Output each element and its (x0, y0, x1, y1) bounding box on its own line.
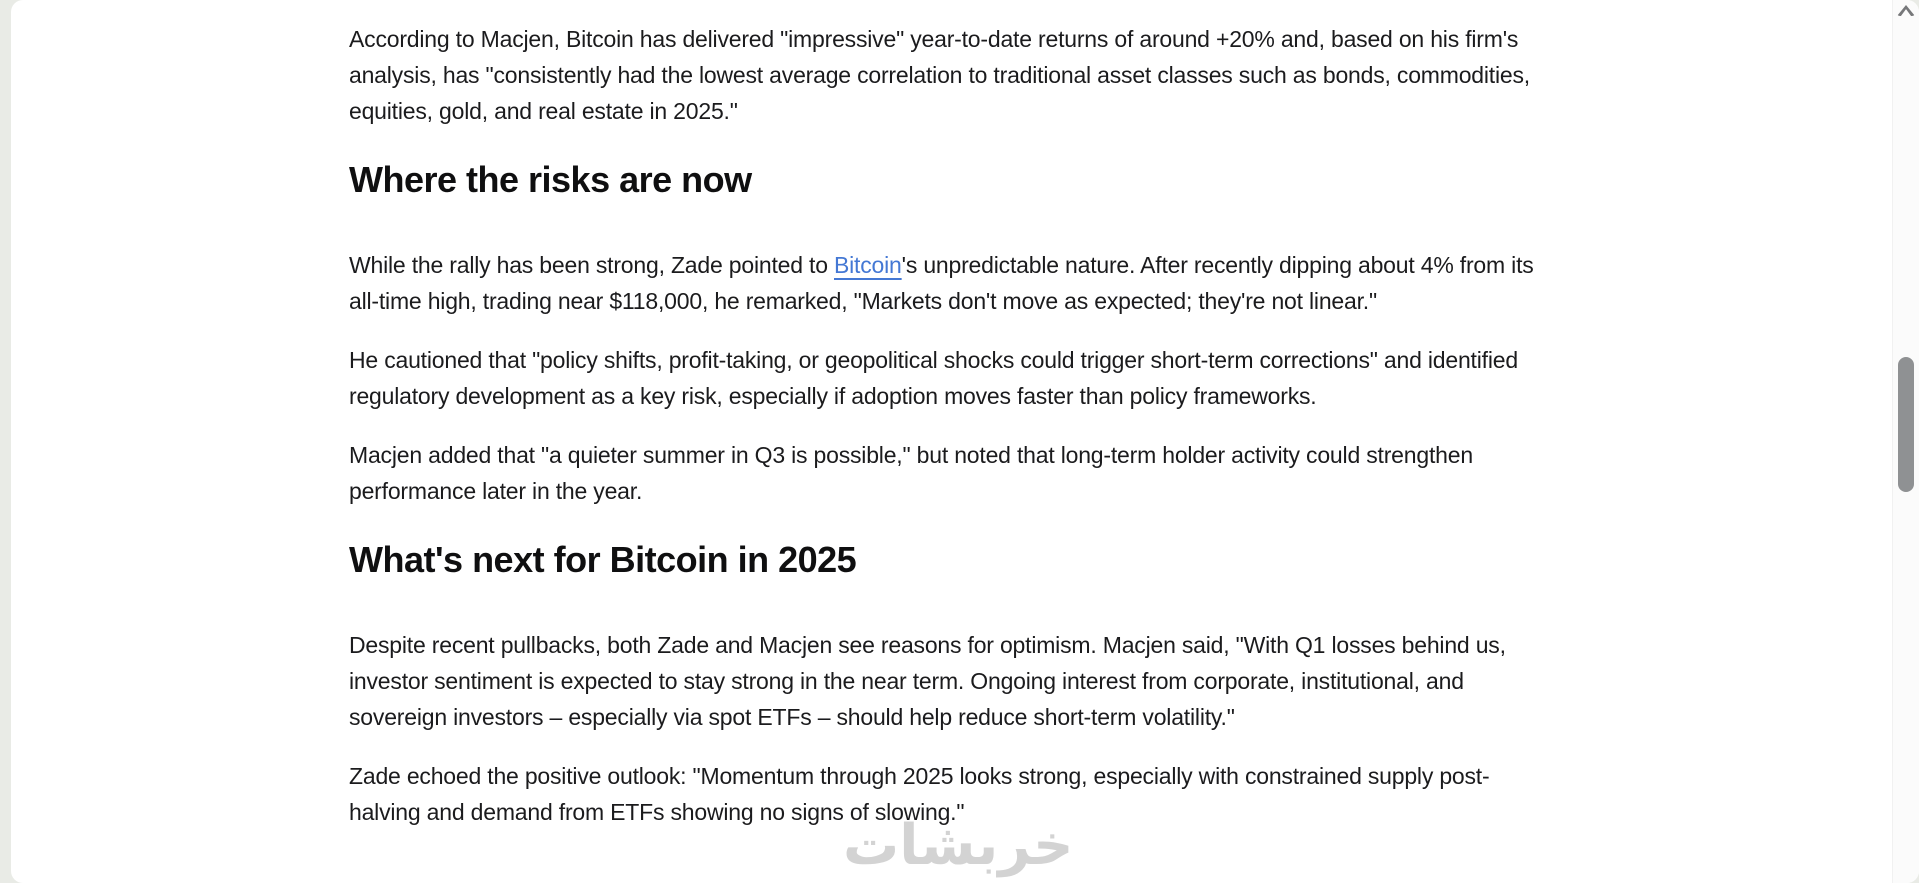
article-paragraph-risks-1: While the rally has been strong, Zade po… (349, 247, 1549, 319)
risks-paragraph-text-post: 's unpredictable nature. After recently … (349, 252, 1534, 314)
bitcoin-link[interactable]: Bitcoin (834, 252, 902, 278)
article-paragraph-outlook-2: Zade echoed the positive outlook: "Momen… (349, 763, 1490, 825)
section-heading-risks: Where the risks are now (349, 159, 752, 200)
risks-paragraph-text-pre: While the rally has been strong, Zade po… (349, 252, 834, 278)
scroll-up-button[interactable] (1896, 4, 1916, 18)
article-body: According to Macjen, Bitcoin has deliver… (349, 0, 1549, 853)
scrollbar-thumb[interactable] (1898, 357, 1914, 492)
article-paragraph-outlook-1: Despite recent pullbacks, both Zade and … (349, 632, 1506, 730)
article-paragraph-intro: According to Macjen, Bitcoin has deliver… (349, 26, 1530, 124)
watermark-text: خربشات (843, 813, 1074, 876)
browser-viewport: خربشات According to Macjen, Bitcoin has … (11, 0, 1919, 883)
article-paragraph-risks-2: He cautioned that "policy shifts, profit… (349, 347, 1518, 409)
scrollbar-track[interactable] (1892, 0, 1919, 883)
section-heading-outlook: What's next for Bitcoin in 2025 (349, 539, 857, 580)
article-paragraph-risks-3: Macjen added that "a quieter summer in Q… (349, 442, 1473, 504)
chevron-up-icon (1897, 5, 1915, 16)
